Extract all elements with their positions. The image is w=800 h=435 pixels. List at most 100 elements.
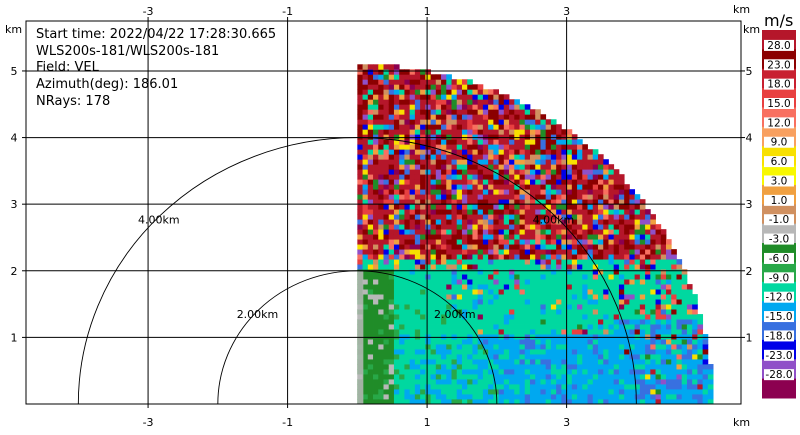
heatmap-cell (618, 384, 625, 390)
heatmap-cell (362, 334, 369, 340)
heatmap-cell (666, 364, 672, 370)
heatmap-cell (378, 84, 384, 90)
heatmap-cell (409, 189, 416, 195)
heatmap-cell (482, 174, 489, 180)
colorbar-label: -12.0 (765, 292, 792, 304)
heatmap-cell (477, 119, 484, 125)
heatmap-cell (467, 389, 473, 395)
heatmap-cell (435, 74, 442, 80)
heatmap-cell (367, 204, 374, 210)
heatmap-cell (446, 394, 452, 400)
heatmap-cell (362, 299, 369, 305)
heatmap-cell (493, 219, 499, 225)
heatmap-cell (383, 119, 390, 125)
heatmap-cell (650, 324, 656, 330)
heatmap-cell (608, 394, 615, 400)
heatmap-cell (461, 104, 468, 110)
heatmap-cell (561, 159, 568, 165)
heatmap-cell (545, 239, 552, 245)
heatmap-cell (613, 179, 620, 185)
heatmap-cell (425, 309, 431, 315)
heatmap-cell (435, 94, 442, 100)
heatmap-cell (598, 344, 604, 350)
colorbar-swatch (762, 378, 796, 399)
heatmap-cell (367, 239, 374, 245)
heatmap-cell (592, 299, 599, 305)
heatmap-cell (503, 129, 510, 135)
heatmap-cell (472, 309, 479, 315)
heatmap-cell (582, 244, 588, 250)
heatmap-cell (383, 319, 390, 325)
heatmap-cell (467, 254, 473, 260)
heatmap-cell (498, 299, 505, 305)
heatmap-cell (461, 134, 468, 140)
heatmap-cell (404, 119, 411, 125)
heatmap-cell (697, 359, 704, 365)
heatmap-cell (498, 359, 505, 365)
heatmap-cell (624, 349, 630, 355)
heatmap-cell (577, 204, 583, 210)
colorbar-label: 6.0 (771, 156, 788, 168)
heatmap-cell (587, 164, 594, 170)
heatmap-cell (587, 329, 594, 335)
heatmap-cell (404, 159, 411, 165)
heatmap-cell (430, 324, 437, 330)
heatmap-cell (425, 164, 431, 170)
heatmap-cell (446, 254, 452, 260)
heatmap-cell (477, 349, 484, 355)
heatmap-cell (624, 279, 630, 285)
heatmap-cell (650, 344, 656, 350)
heatmap-cell (409, 104, 416, 110)
heatmap-cell (393, 304, 400, 310)
heatmap-cell (456, 284, 463, 290)
heatmap-cell (540, 194, 547, 200)
heatmap-cell (399, 149, 405, 155)
heatmap-cell (556, 234, 562, 240)
heatmap-cell (598, 324, 604, 330)
heatmap-cell (446, 339, 452, 345)
heatmap-cell (383, 179, 390, 185)
heatmap-cell (393, 84, 400, 90)
heatmap-cell (686, 344, 693, 350)
heatmap-cell (451, 254, 458, 260)
heatmap-cell (477, 214, 484, 220)
heatmap-cell (509, 374, 515, 380)
heatmap-cell (608, 389, 615, 395)
heatmap-cell (488, 329, 494, 335)
heatmap-cell (409, 319, 416, 325)
heatmap-cell (519, 344, 526, 350)
heatmap-cell (378, 329, 384, 335)
heatmap-cell (587, 229, 594, 235)
heatmap-cell (650, 269, 656, 275)
heatmap-cell (435, 254, 442, 260)
heatmap-cell (639, 334, 646, 340)
heatmap-cell (498, 254, 505, 260)
heatmap-cell (488, 384, 494, 390)
heatmap-cell (435, 99, 442, 105)
heatmap-cell (618, 209, 625, 215)
heatmap-cell (441, 119, 447, 125)
heatmap-cell (692, 389, 698, 395)
heatmap-cell (509, 339, 515, 345)
heatmap-cell (556, 189, 562, 195)
heatmap-cell (545, 189, 552, 195)
heatmap-cell (587, 324, 594, 330)
heatmap-cell (409, 179, 416, 185)
heatmap-cell (519, 119, 526, 125)
heatmap-cell (461, 379, 468, 385)
heatmap-cell (681, 379, 688, 385)
heatmap-cell (383, 184, 390, 190)
heatmap-cell (598, 309, 604, 315)
heatmap-cell (467, 134, 473, 140)
heatmap-cell (556, 369, 562, 375)
heatmap-cell (467, 229, 473, 235)
heatmap-cell (582, 339, 588, 345)
heatmap-cell (388, 224, 395, 230)
heatmap-cell (540, 199, 547, 205)
heatmap-cell (676, 384, 683, 390)
heatmap-cell (393, 264, 400, 270)
heatmap-cell (556, 269, 562, 275)
heatmap-cell (467, 114, 473, 120)
heatmap-cell (441, 164, 447, 170)
heatmap-cell (556, 314, 562, 320)
